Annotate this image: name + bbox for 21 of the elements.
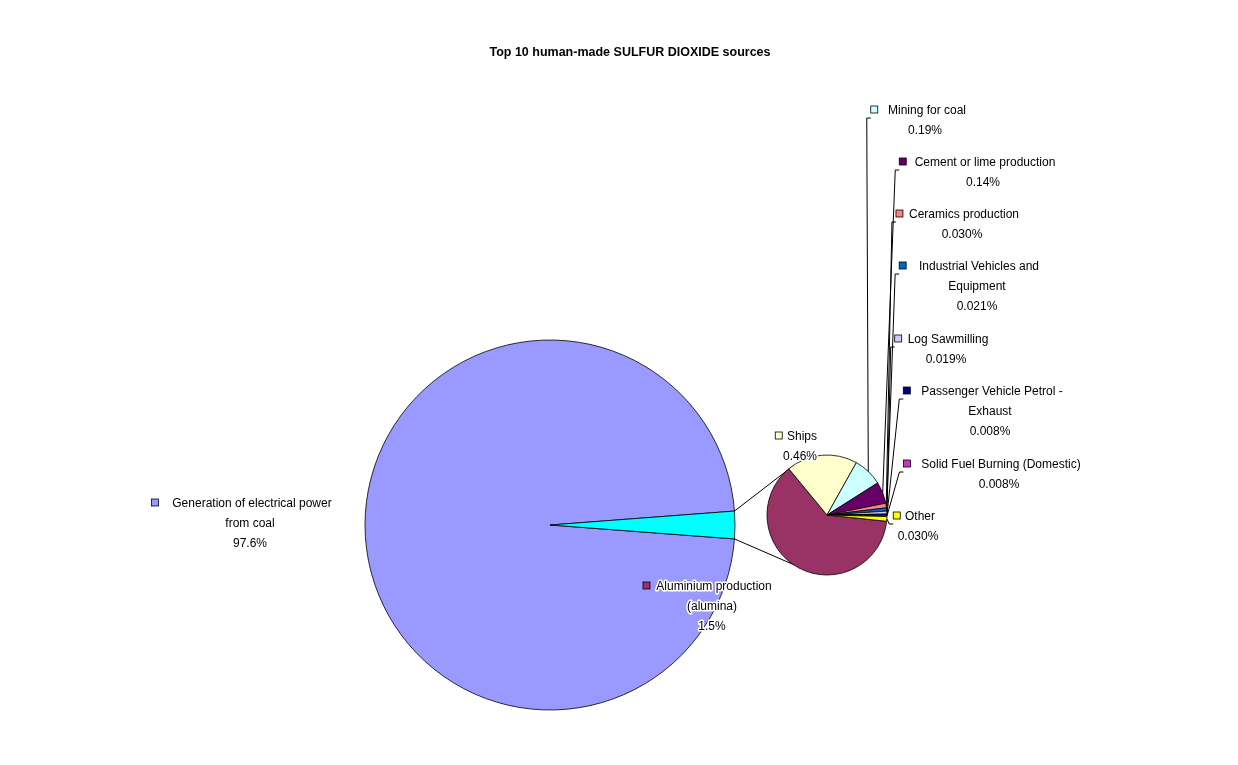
data-label: 0.46% xyxy=(782,449,818,463)
data-label: 0.030% xyxy=(941,227,983,241)
legend-label: Solid Fuel Burning (Domestic) xyxy=(921,457,1081,471)
legend-label: Log Sawmilling xyxy=(907,332,989,346)
data-label: 0.021% xyxy=(956,299,998,313)
data-label: 0.008% xyxy=(978,477,1020,491)
legend-label: Ceramics production xyxy=(908,207,1020,221)
legend-label: Passenger Vehicle Petrol - Exhaust xyxy=(921,384,1063,418)
data-label: 97.6% xyxy=(232,536,268,550)
legend-label: Ships xyxy=(786,429,818,443)
legend-label: Generation of electrical power from coal xyxy=(172,496,332,530)
legend-label: Industrial Vehicles and Equipment xyxy=(918,259,1040,293)
chart-title: Top 10 human-made SULFUR DIOXIDE sources xyxy=(489,45,771,59)
data-label: 0.019% xyxy=(925,352,967,366)
legend-label: Other xyxy=(904,509,936,523)
data-label: 0.19% xyxy=(907,123,943,137)
legend-label: Cement or lime production xyxy=(914,155,1056,169)
data-label: 0.008% xyxy=(969,424,1011,438)
data-label: 0.030% xyxy=(897,529,939,543)
legend-label: Mining for coal xyxy=(887,103,967,117)
data-label: 0.14% xyxy=(965,175,1001,189)
